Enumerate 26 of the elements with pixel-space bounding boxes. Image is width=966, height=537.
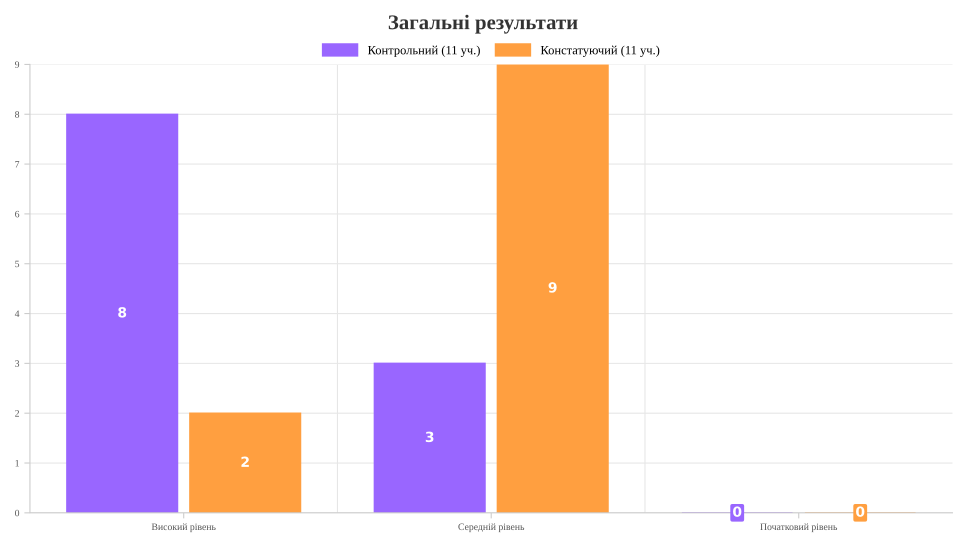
y-tick-label: 1 (16, 460, 19, 466)
data-label: 8 (118, 307, 126, 318)
y-tick-label: 2 (15, 410, 19, 417)
y-tick-label: 7 (15, 161, 20, 168)
data-label: 3 (426, 432, 434, 442)
chart-title: Загальні результати (388, 14, 578, 34)
legend-label: Констатуючий (11 уч.) (540, 46, 660, 57)
x-tick-label: Середній рівень (458, 523, 524, 532)
data-label: 2 (241, 456, 249, 467)
x-tick-label: Початковий рівень (760, 523, 838, 532)
legend-label: Контрольний (11 уч.) (368, 46, 480, 57)
y-tick-label: 6 (15, 210, 20, 218)
bar (189, 412, 302, 513)
data-label: 0 (856, 506, 864, 517)
y-tick-label: 0 (15, 510, 20, 516)
bar (496, 64, 609, 513)
y-tick-label: 8 (15, 111, 20, 118)
y-tick-label: 5 (15, 260, 20, 268)
y-tick-label: 4 (14, 310, 20, 317)
data-label: 9 (548, 282, 557, 293)
bar (66, 114, 178, 513)
x-tick-label: Високий рівень (152, 523, 216, 532)
data-label: 0 (733, 506, 742, 517)
bar (374, 362, 486, 513)
y-tick-label: 9 (14, 61, 20, 68)
y-tick-label: 3 (15, 360, 20, 367)
